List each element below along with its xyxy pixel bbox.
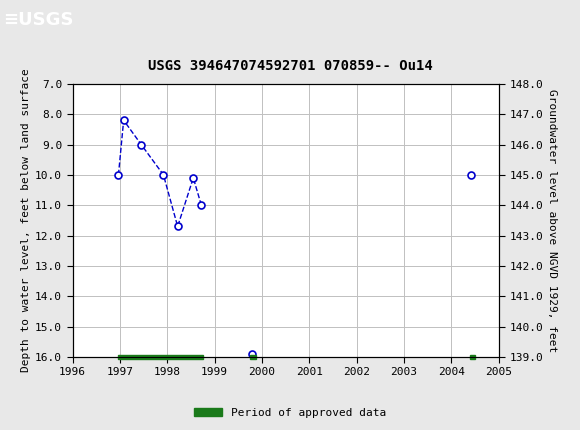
Bar	[250, 355, 256, 359]
Text: ≡USGS: ≡USGS	[3, 11, 74, 29]
Text: USGS 394647074592701 070859-- Ou14: USGS 394647074592701 070859-- Ou14	[148, 59, 432, 73]
Y-axis label: Groundwater level above NGVD 1929, feet: Groundwater level above NGVD 1929, feet	[547, 89, 557, 352]
Legend: Period of approved data: Period of approved data	[190, 403, 390, 422]
Bar	[118, 355, 203, 359]
Bar	[470, 355, 475, 359]
Y-axis label: Depth to water level, feet below land surface: Depth to water level, feet below land su…	[21, 68, 31, 372]
